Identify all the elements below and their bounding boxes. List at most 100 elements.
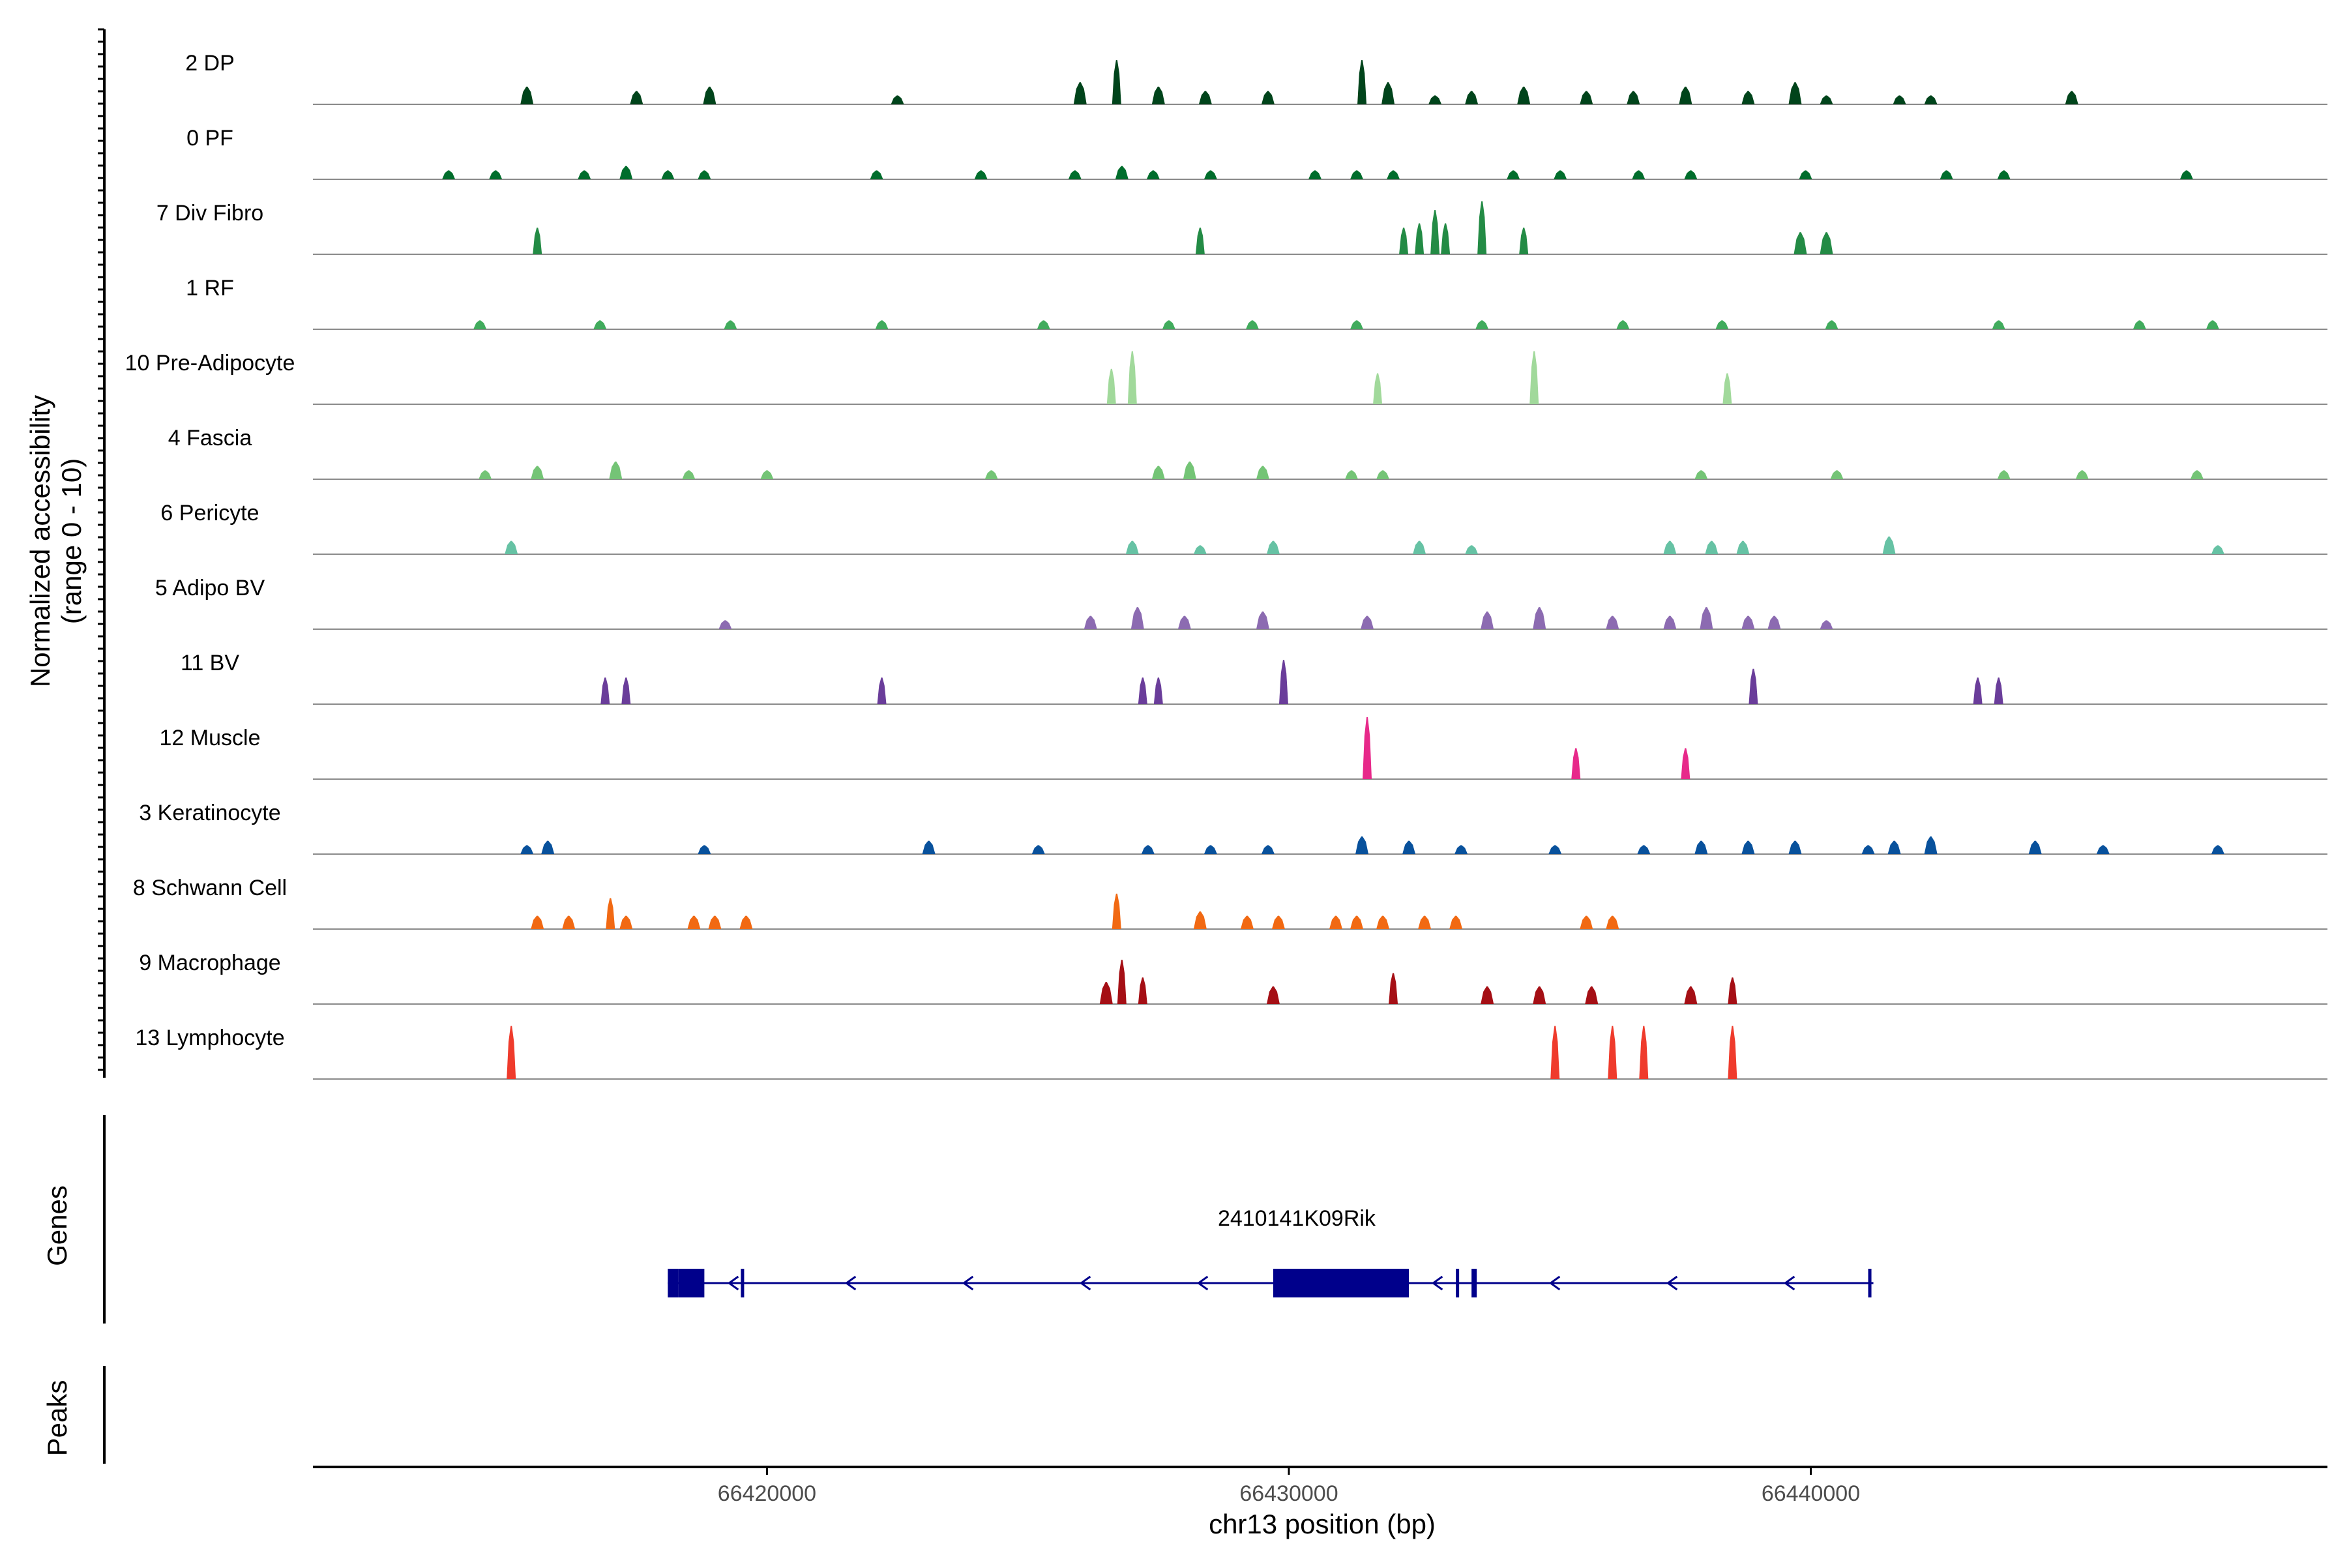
peak-mark xyxy=(1533,986,1546,1004)
gene-exon xyxy=(741,1269,745,1297)
peak-mark xyxy=(1700,607,1713,629)
peak-mark xyxy=(1580,915,1593,929)
peak-mark xyxy=(1749,668,1758,704)
peak-mark xyxy=(1130,607,1144,629)
x-tick-label: 66440000 xyxy=(1762,1481,1860,1506)
peak-mark xyxy=(1580,91,1593,104)
peak-mark xyxy=(1361,615,1374,629)
peak-mark xyxy=(891,95,904,104)
track-label: 5 Adipo BV xyxy=(155,576,265,600)
peak-mark xyxy=(1112,893,1121,929)
peak-mark xyxy=(1138,677,1147,704)
peak-mark xyxy=(1151,86,1165,104)
peak-mark xyxy=(1639,1026,1649,1079)
peak-mark xyxy=(1788,82,1802,104)
gene-label: 2410141K09Rik xyxy=(1218,1206,1376,1231)
peak-mark xyxy=(1389,973,1398,1004)
peak-mark xyxy=(1997,470,2011,479)
peak-mark xyxy=(533,228,542,254)
gene-exon xyxy=(668,1269,679,1297)
gene-exon xyxy=(1471,1269,1477,1297)
peak-mark xyxy=(1973,677,1983,704)
peak-mark xyxy=(1115,166,1129,179)
peak-mark xyxy=(1679,86,1692,104)
peak-mark xyxy=(1507,170,1520,179)
peak-mark xyxy=(1125,540,1139,554)
peak-mark xyxy=(593,320,607,329)
track-label: 9 Macrophage xyxy=(139,951,280,975)
peak-mark xyxy=(1465,91,1479,104)
peak-mark xyxy=(1373,373,1383,404)
peak-mark xyxy=(1940,170,1953,179)
peak-mark xyxy=(1830,470,1844,479)
peak-mark xyxy=(520,845,534,854)
peak-mark xyxy=(1415,223,1424,254)
peak-mark xyxy=(606,898,615,929)
peak-mark xyxy=(1924,836,1938,854)
peak-mark xyxy=(1825,320,1838,329)
peak-mark xyxy=(505,540,518,554)
peak-mark xyxy=(739,915,753,929)
peak-mark xyxy=(1068,170,1082,179)
peak-mark xyxy=(1112,60,1121,104)
y-axis-title-line-1: Normalized accessibility xyxy=(25,395,55,687)
peak-mark xyxy=(682,470,696,479)
peak-mark xyxy=(1345,470,1359,479)
track-8-schwann-cell: 8 Schwann Cell xyxy=(133,876,2327,930)
peak-mark xyxy=(1261,91,1275,104)
peak-mark xyxy=(1381,82,1395,104)
peak-mark xyxy=(1533,607,1546,629)
track-label: 6 Pericyte xyxy=(160,501,259,525)
peak-mark xyxy=(1728,977,1737,1004)
peak-mark xyxy=(1684,170,1698,179)
peak-mark xyxy=(1350,320,1364,329)
track-label: 8 Schwann Cell xyxy=(133,876,287,900)
peak-mark xyxy=(2096,845,2110,854)
track-label: 0 PF xyxy=(186,126,233,151)
peak-mark xyxy=(1681,748,1690,779)
strand-arrow xyxy=(1783,1275,1795,1291)
peak-mark xyxy=(1256,611,1269,629)
gene-exon xyxy=(1868,1269,1872,1297)
peak-mark xyxy=(609,461,623,479)
strand-arrow xyxy=(1666,1275,1678,1291)
peak-mark xyxy=(1475,320,1489,329)
track-label: 13 Lymphocyte xyxy=(135,1026,284,1050)
peak-mark xyxy=(1127,351,1137,404)
peak-mark xyxy=(1882,536,1896,554)
peak-mark xyxy=(1141,845,1155,854)
peak-mark xyxy=(698,845,711,854)
track-10-pre-adipocyte: 10 Pre-Adipocyte xyxy=(125,351,2327,405)
peak-mark xyxy=(1715,320,1729,329)
peak-mark xyxy=(1684,986,1698,1004)
peak-mark xyxy=(1117,960,1127,1004)
peak-mark xyxy=(1245,320,1259,329)
peak-mark xyxy=(531,915,544,929)
peak-mark xyxy=(1585,986,1599,1004)
peak-mark xyxy=(1428,95,1442,104)
peak-mark xyxy=(1203,170,1217,179)
peak-mark xyxy=(1031,845,1045,854)
peak-mark xyxy=(507,1026,516,1079)
peak-mark xyxy=(1402,840,1416,854)
peak-mark xyxy=(1146,170,1160,179)
peak-mark xyxy=(698,170,711,179)
track-11-bv: 11 BV xyxy=(181,651,2327,705)
peak-mark xyxy=(1994,677,2003,704)
track-9-macrophage: 9 Macrophage xyxy=(139,951,2327,1005)
peak-mark xyxy=(2133,320,2146,329)
peak-mark xyxy=(2075,470,2089,479)
peak-mark xyxy=(1741,840,1755,854)
track-6-pericyte: 6 Pericyte xyxy=(160,501,2327,555)
peak-mark xyxy=(1329,915,1343,929)
peak-mark xyxy=(1861,845,1875,854)
peak-mark xyxy=(2028,840,2042,854)
x-tick-label: 66420000 xyxy=(718,1481,816,1506)
peak-mark xyxy=(2190,470,2204,479)
peak-mark xyxy=(619,166,633,179)
track-label: 1 RF xyxy=(186,276,234,301)
gene-exon xyxy=(678,1269,705,1297)
gene-exon xyxy=(1456,1269,1460,1297)
peak-mark xyxy=(1616,320,1630,329)
